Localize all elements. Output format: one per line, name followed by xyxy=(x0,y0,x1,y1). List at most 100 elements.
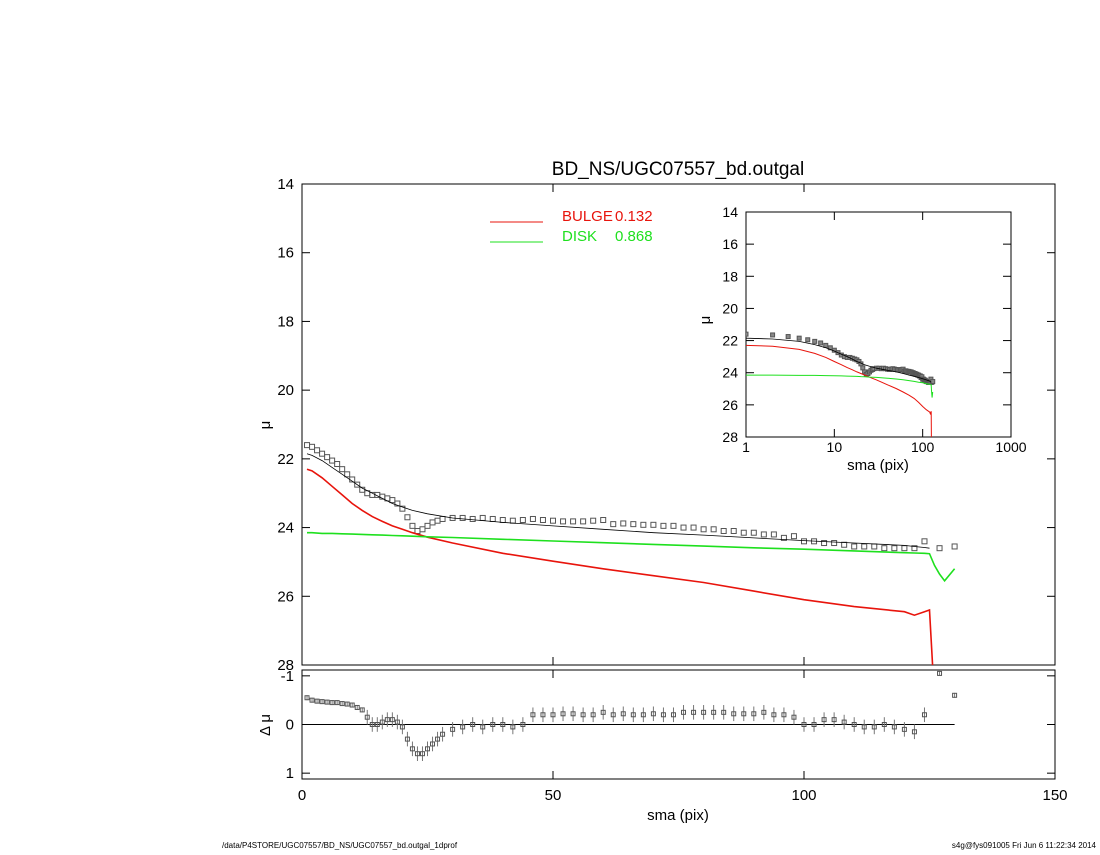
data-point xyxy=(590,517,597,524)
data-point xyxy=(580,518,587,525)
data-point xyxy=(314,447,321,454)
residual-point xyxy=(731,711,737,717)
residual-point xyxy=(801,722,807,727)
data-point xyxy=(821,540,828,547)
x-tick-label: 0 xyxy=(298,787,306,804)
data-point xyxy=(354,481,361,488)
x-tick-label: 10 xyxy=(827,439,843,455)
data-point xyxy=(309,443,316,450)
total-model-line xyxy=(746,337,932,383)
residual-point xyxy=(791,714,797,720)
residual-point xyxy=(364,714,370,720)
data-point xyxy=(801,538,807,545)
main-frame xyxy=(301,183,1056,666)
data-point xyxy=(439,515,446,522)
residual-point xyxy=(952,692,958,698)
y-tick-label: 20 xyxy=(722,300,738,316)
residual-point xyxy=(540,712,546,718)
residual-point xyxy=(409,746,415,752)
x-tick-label: 1000 xyxy=(995,439,1026,455)
residual-point xyxy=(404,736,410,742)
data-point xyxy=(434,517,441,524)
data-point xyxy=(429,519,436,526)
x-axis-label: sma (pix) xyxy=(647,807,709,824)
residual-point xyxy=(510,724,516,730)
residual-point xyxy=(590,712,596,718)
y-tick-label: 28 xyxy=(722,429,738,445)
residual-point xyxy=(630,712,636,718)
residual-point xyxy=(620,711,626,717)
legend-label: DISK xyxy=(562,228,597,245)
legend-value: 0.132 xyxy=(615,208,653,225)
data-point xyxy=(780,534,787,541)
data-point xyxy=(600,517,607,524)
residual-point xyxy=(369,722,375,727)
y-axis-label: Δ μ xyxy=(257,714,274,736)
data-point xyxy=(760,531,767,538)
residual-point xyxy=(339,701,345,707)
data-point xyxy=(620,520,627,527)
residual-point xyxy=(500,722,506,727)
residual-point xyxy=(851,722,857,727)
data-point xyxy=(930,379,936,385)
residual-point xyxy=(399,724,405,730)
residual-point xyxy=(425,746,430,752)
legend-value: 0.868 xyxy=(615,228,653,245)
data-point xyxy=(796,335,802,341)
data-point xyxy=(881,545,888,552)
data-point xyxy=(921,538,928,545)
residual-point xyxy=(394,719,400,725)
residual-point xyxy=(550,712,556,718)
x-tick-label: 100 xyxy=(911,439,935,455)
data-point xyxy=(404,514,411,521)
residual-point xyxy=(901,726,907,732)
residual-point xyxy=(580,712,586,718)
data-point xyxy=(499,517,506,524)
residual-point xyxy=(660,712,666,718)
y-tick-label: 16 xyxy=(277,245,294,262)
y-tick-label: -1 xyxy=(281,668,294,685)
y-tick-label: 22 xyxy=(722,333,738,349)
residual-point xyxy=(570,711,576,717)
residual-point xyxy=(701,709,707,715)
data-point xyxy=(936,545,943,552)
data-point xyxy=(650,521,657,528)
data-point xyxy=(630,521,637,528)
y-tick-label: 18 xyxy=(277,313,294,330)
residual-point xyxy=(414,751,420,757)
data-point xyxy=(746,331,749,337)
residual-point xyxy=(721,709,727,715)
data-point xyxy=(389,497,396,504)
data-point xyxy=(334,461,341,468)
residual-point xyxy=(600,709,606,715)
residual-point xyxy=(450,726,456,732)
residual-point xyxy=(304,695,310,701)
data-point xyxy=(570,518,577,525)
y-tick-label: 18 xyxy=(722,268,738,284)
data-point xyxy=(560,518,567,525)
data-point xyxy=(805,337,811,343)
data-point xyxy=(823,342,829,348)
residual-point xyxy=(329,700,335,706)
data-point xyxy=(785,334,791,340)
data-point xyxy=(680,524,687,531)
residual-point xyxy=(560,711,566,717)
data-point xyxy=(860,365,866,371)
residual-point xyxy=(384,717,390,723)
data-point xyxy=(710,526,717,533)
residual-point xyxy=(711,709,717,715)
residual-point xyxy=(691,709,697,715)
residual-point xyxy=(530,712,536,718)
y-tick-label: 0 xyxy=(286,717,294,734)
data-point xyxy=(394,500,401,507)
data-point xyxy=(911,545,918,552)
residual-point xyxy=(841,719,847,725)
data-point xyxy=(871,543,878,550)
y-tick-label: 24 xyxy=(277,520,294,537)
residual-point xyxy=(640,712,646,718)
data-point xyxy=(469,515,476,522)
residual-point xyxy=(771,712,777,718)
residual-point xyxy=(374,722,380,727)
